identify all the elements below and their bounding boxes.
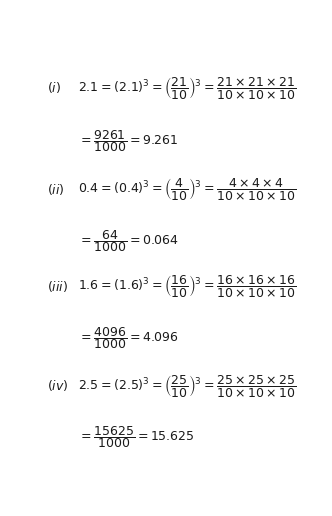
Text: $\mathit{(iii)}$: $\mathit{(iii)}$	[46, 279, 68, 294]
Text: $2.5 = (2.5)^{3} = \left(\dfrac{25}{10}\right)^{3} = \dfrac{25\times 25\times 25: $2.5 = (2.5)^{3} = \left(\dfrac{25}{10}\…	[78, 373, 296, 399]
Text: $0.4 = (0.4)^{3} = \left(\dfrac{4}{10}\right)^{3} = \dfrac{4\times 4\times 4}{10: $0.4 = (0.4)^{3} = \left(\dfrac{4}{10}\r…	[78, 176, 296, 202]
Text: $\mathit{(i)}$: $\mathit{(i)}$	[46, 80, 61, 95]
Text: $= \dfrac{9261}{1000} = 9.261$: $= \dfrac{9261}{1000} = 9.261$	[78, 128, 178, 154]
Text: $= \dfrac{4096}{1000} = 4.096$: $= \dfrac{4096}{1000} = 4.096$	[78, 325, 179, 351]
Text: $= \dfrac{64}{1000} = 0.064$: $= \dfrac{64}{1000} = 0.064$	[78, 228, 179, 254]
Text: $\mathit{(iv)}$: $\mathit{(iv)}$	[46, 378, 68, 393]
Text: $\mathit{(ii)}$: $\mathit{(ii)}$	[46, 182, 64, 197]
Text: $= \dfrac{15625}{1000} = 15.625$: $= \dfrac{15625}{1000} = 15.625$	[78, 425, 194, 450]
Text: $2.1 = (2.1)^{3} = \left(\dfrac{21}{10}\right)^{3} = \dfrac{21\times 21\times 21: $2.1 = (2.1)^{3} = \left(\dfrac{21}{10}\…	[78, 75, 296, 101]
Text: $1.6 = (1.6)^{3} = \left(\dfrac{16}{10}\right)^{3} = \dfrac{16\times 16\times 16: $1.6 = (1.6)^{3} = \left(\dfrac{16}{10}\…	[78, 273, 296, 299]
